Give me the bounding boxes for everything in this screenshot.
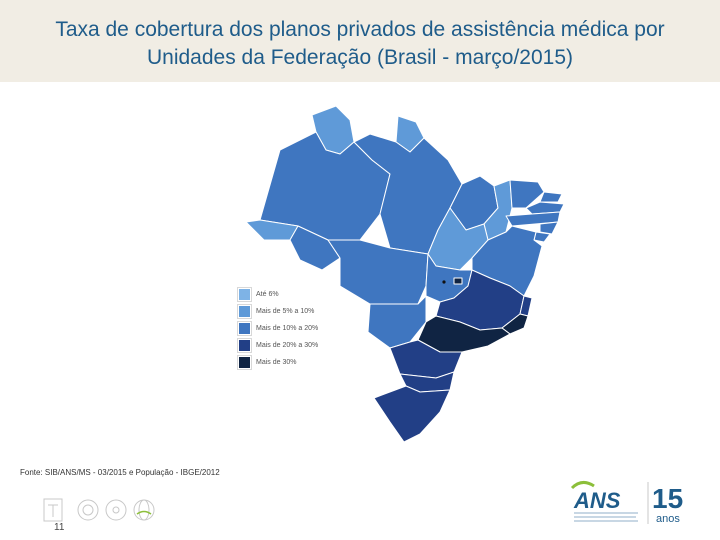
legend-label: Mais de 20% a 30%	[256, 342, 319, 349]
state-mato-grosso	[327, 239, 429, 305]
gear-seal-icon	[105, 499, 127, 521]
state-distrito-federal	[453, 277, 463, 285]
legend-swatch	[238, 322, 251, 335]
legend-item: Mais de 5% a 10%	[238, 303, 348, 320]
compass-seal-icon	[77, 499, 99, 521]
legend-label: Mais de 30%	[256, 359, 297, 366]
page-number: 11	[54, 522, 65, 533]
anniversary-word: anos	[656, 513, 680, 525]
state-sergipe	[533, 231, 551, 243]
brazil-choropleth-map	[245, 105, 565, 443]
ans-15-anos-logo: ANS 15 anos	[570, 481, 683, 525]
state-mato-grosso-do-sul	[367, 295, 427, 349]
state-ceara	[509, 179, 545, 209]
legend-label: Mais de 5% a 10%	[256, 308, 315, 315]
state-alagoas	[539, 221, 559, 235]
title-line-2: Unidades da Federação (Brasil - março/20…	[146, 46, 574, 69]
anniversary-number: 15	[652, 483, 683, 514]
ans-logo-text: ANS	[573, 488, 621, 513]
legend-item: Mais de 30%	[238, 354, 348, 371]
state-pernambuco	[505, 211, 561, 227]
legend-swatch	[238, 288, 251, 301]
source-note: Fonte: SIB/ANS/MS - 03/2015 e População …	[20, 468, 220, 477]
slide-header: Taxa de cobertura dos planos privados de…	[0, 0, 720, 82]
legend-swatch	[238, 339, 251, 352]
title-line-1: Taxa de cobertura dos planos privados de…	[55, 18, 665, 41]
legend-item: Mais de 10% a 20%	[238, 320, 348, 337]
state-rio-grande-do-norte	[539, 191, 563, 203]
state-paraiba	[525, 201, 565, 215]
globe-seal-icon	[133, 499, 155, 521]
capital-marker	[442, 280, 446, 284]
legend-label: Mais de 10% a 20%	[256, 325, 319, 332]
legend-item: Mais de 20% a 30%	[238, 337, 348, 354]
legend-swatch	[238, 305, 251, 318]
legend-item: Até 6%	[238, 286, 348, 303]
institution-seal-icon	[43, 498, 63, 522]
legend-swatch	[238, 356, 251, 369]
page-title: Taxa de cobertura dos planos privados de…	[0, 16, 720, 72]
map-legend: Até 6% Mais de 5% a 10% Mais de 10% a 20…	[238, 286, 348, 371]
legend-label: Até 6%	[256, 291, 279, 298]
ans-swoosh-icon	[570, 481, 595, 490]
state-rio-grande-do-sul	[373, 385, 451, 443]
partner-logos	[43, 498, 155, 522]
